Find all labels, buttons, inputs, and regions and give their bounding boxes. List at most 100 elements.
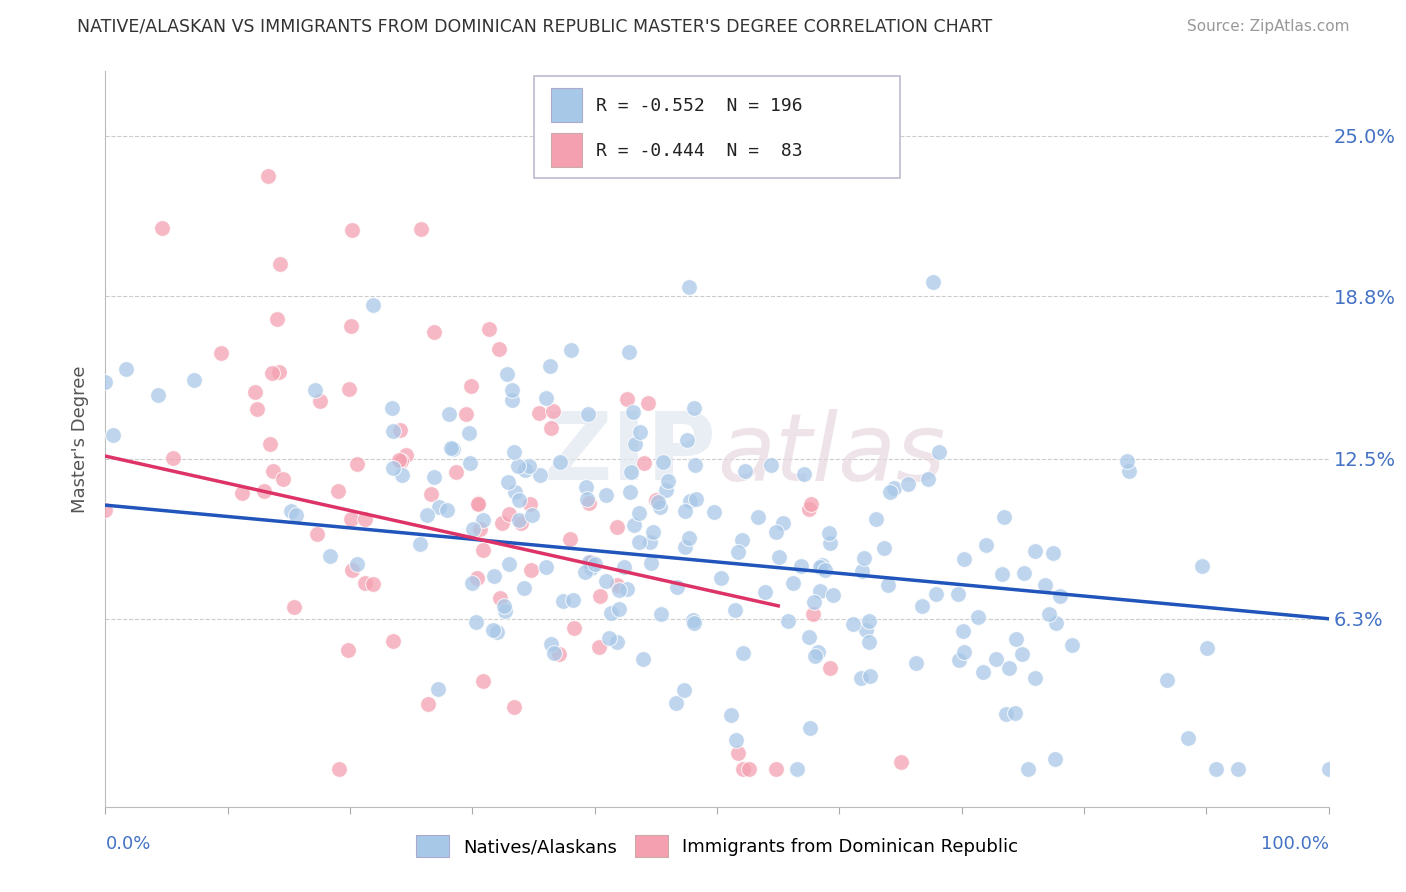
Point — [436, 503, 458, 517]
Point — [346, 458, 368, 472]
Point — [676, 434, 699, 448]
Point — [723, 603, 745, 617]
Point — [1012, 566, 1035, 580]
Point — [731, 533, 754, 547]
Point — [560, 532, 582, 546]
Point — [543, 647, 565, 661]
Point — [467, 497, 489, 511]
Point — [416, 508, 439, 523]
Point — [1191, 558, 1213, 573]
Point — [921, 275, 943, 289]
Point — [551, 594, 574, 608]
Point — [851, 564, 873, 578]
Point — [948, 587, 970, 601]
Point — [953, 552, 976, 566]
Point — [865, 512, 887, 526]
Point — [786, 762, 808, 776]
Point — [657, 474, 679, 488]
Point — [607, 602, 630, 616]
Point — [804, 648, 827, 663]
Point — [467, 496, 489, 510]
Point — [501, 393, 523, 408]
Point — [408, 536, 430, 550]
Point — [510, 516, 533, 530]
Point — [485, 625, 508, 640]
Point — [883, 481, 905, 495]
Point — [501, 384, 523, 398]
Point — [150, 221, 173, 235]
Point — [665, 696, 688, 710]
Point — [411, 222, 433, 236]
Point — [967, 609, 990, 624]
Point — [703, 506, 725, 520]
Point — [579, 555, 602, 569]
Point — [637, 396, 659, 410]
Point — [682, 613, 704, 627]
Point — [627, 535, 650, 549]
Point — [495, 367, 517, 381]
Point — [1024, 671, 1046, 685]
Point — [685, 492, 707, 507]
Text: 0.0%: 0.0% — [105, 835, 150, 853]
Point — [336, 643, 359, 657]
Point — [665, 580, 688, 594]
Point — [471, 542, 494, 557]
Point — [799, 501, 821, 516]
Point — [423, 325, 446, 339]
Point — [382, 634, 405, 648]
Point — [986, 652, 1008, 666]
Point — [811, 558, 834, 573]
Point — [683, 458, 706, 473]
Point — [541, 403, 564, 417]
Point — [821, 588, 844, 602]
Point — [1227, 762, 1250, 776]
Point — [1317, 762, 1340, 776]
Point — [280, 504, 302, 518]
Point — [814, 563, 837, 577]
Point — [520, 563, 543, 577]
Point — [1011, 648, 1033, 662]
Point — [621, 405, 644, 419]
Point — [1118, 465, 1140, 479]
Point — [508, 493, 530, 508]
Text: NATIVE/ALASKAN VS IMMIGRANTS FROM DOMINICAN REPUBLIC MASTER'S DEGREE CORRELATION: NATIVE/ALASKAN VS IMMIGRANTS FROM DOMINI… — [77, 17, 993, 35]
Point — [534, 560, 557, 574]
Point — [271, 471, 294, 485]
Point — [583, 557, 606, 571]
Point — [645, 493, 668, 508]
Point — [673, 503, 696, 517]
Point — [266, 312, 288, 326]
Point — [727, 544, 749, 558]
Point — [101, 427, 124, 442]
Point — [858, 614, 880, 628]
Point — [498, 508, 520, 522]
Point — [260, 366, 283, 380]
Point — [747, 509, 769, 524]
Point — [1049, 589, 1071, 603]
Point — [353, 512, 375, 526]
Point — [624, 437, 647, 451]
Point — [620, 465, 643, 479]
Point — [420, 486, 443, 500]
Point — [768, 550, 790, 565]
Point — [472, 513, 495, 527]
Point — [339, 512, 361, 526]
Point — [576, 407, 599, 421]
Point — [598, 631, 620, 645]
Point — [720, 708, 742, 723]
Point — [304, 383, 326, 397]
Point — [183, 373, 205, 387]
Point — [395, 449, 418, 463]
Point — [974, 539, 997, 553]
Point — [647, 495, 669, 509]
Point — [269, 365, 291, 379]
Point — [589, 589, 612, 603]
Point — [790, 559, 813, 574]
Point — [512, 581, 534, 595]
Point — [911, 599, 934, 613]
Point — [727, 746, 749, 760]
Point — [1197, 641, 1219, 656]
Point — [1062, 638, 1084, 652]
Point — [114, 362, 136, 376]
Point — [418, 698, 440, 712]
